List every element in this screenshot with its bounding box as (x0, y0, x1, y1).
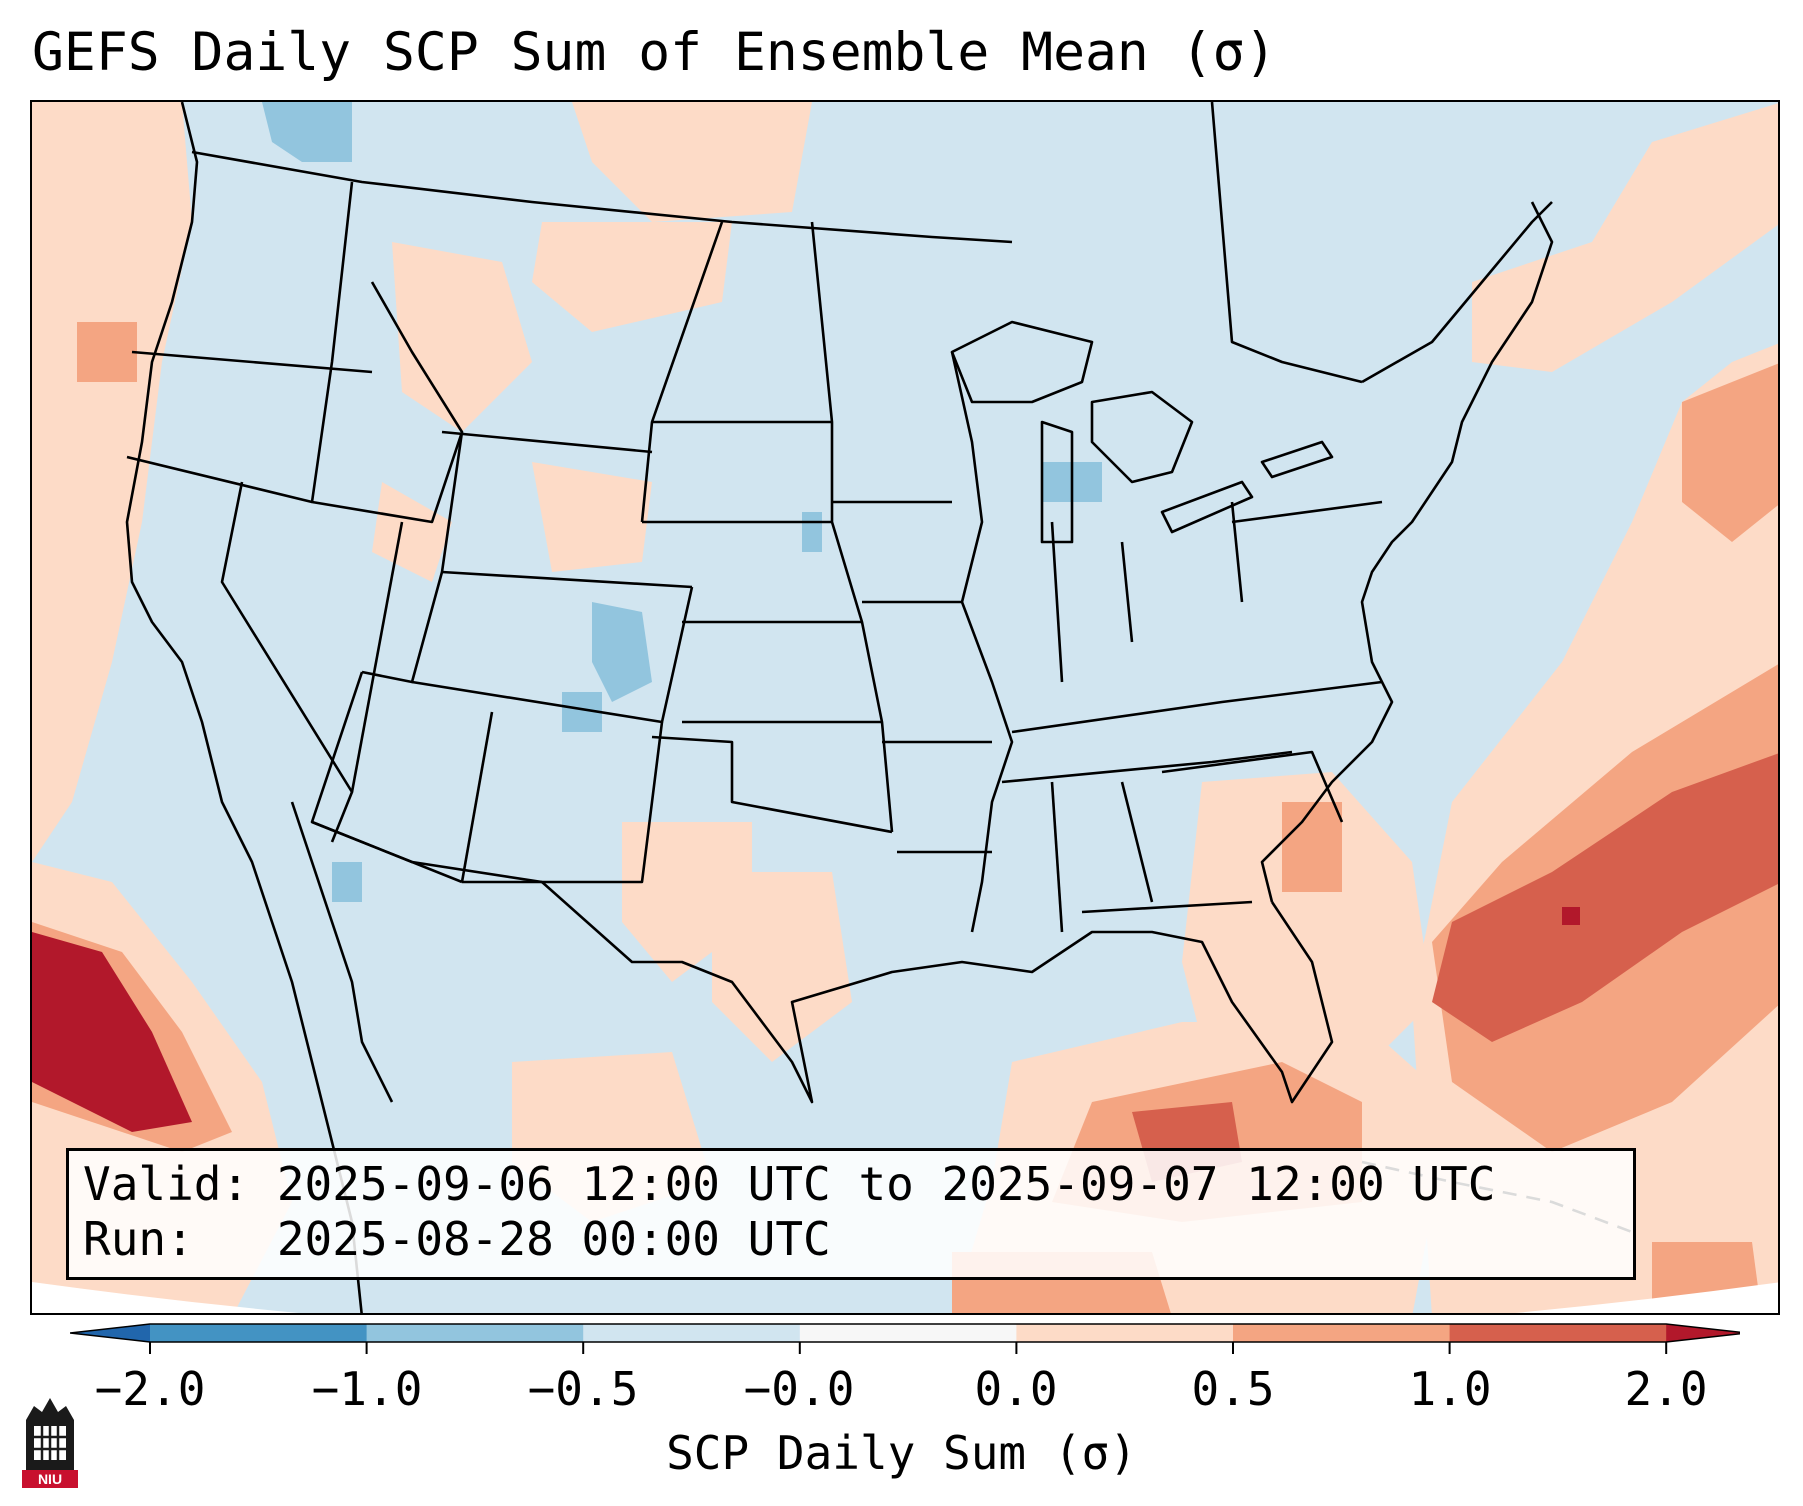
map-panel (30, 100, 1780, 1315)
colorbar (70, 1323, 1740, 1354)
colorbar-tick-1: −1.0 (311, 1362, 423, 1416)
ky-tn-border (1011, 680, 1383, 734)
shade-canada-prairie (572, 102, 812, 222)
nc-sc-border (1161, 750, 1344, 823)
atlantic-coastline (1260, 201, 1554, 903)
colorbar-segment (1449, 1324, 1667, 1342)
st-lawrence (1361, 201, 1553, 384)
shade-atlantic-red (1432, 753, 1778, 1042)
colorbar-segment (366, 1324, 584, 1342)
gulf-coastline (541, 881, 1334, 1104)
shade-pacific-nw (32, 102, 192, 862)
ok-tx-border (651, 735, 893, 834)
chart-title: GEFS Daily SCP Sum of Ensemble Mean (σ) (32, 22, 1277, 83)
shade-nebraska-blue (802, 512, 822, 552)
logo-text: NIU (38, 1471, 62, 1487)
colorbar-tick-4: 0.0 (974, 1362, 1058, 1416)
ga-fl-border (1081, 900, 1253, 914)
colorbar-label: SCP Daily Sum (σ) (666, 1426, 1137, 1480)
mississippi-river (950, 351, 1014, 933)
colorbar-segment (799, 1324, 1017, 1342)
projection-edge (32, 1282, 1778, 1313)
baja-peninsula (290, 801, 394, 1103)
wy-co-border (441, 570, 693, 589)
us-mexico-border (311, 820, 543, 884)
lake-michigan (1040, 420, 1074, 544)
colorbar-tick-5: 0.5 (1191, 1362, 1275, 1416)
colorbar-tick-0: −2.0 (94, 1362, 206, 1416)
shade-ga-spot (1282, 802, 1342, 892)
colorbar-segment (150, 1324, 368, 1342)
shade-quebec (1472, 103, 1778, 372)
in-oh-border (1120, 541, 1134, 643)
university-tower-icon: NIU (22, 1398, 78, 1488)
shade-colorado-blue (592, 602, 652, 702)
colorbar-tick-2: −0.5 (527, 1362, 639, 1416)
shade-oregon-spot (77, 322, 137, 382)
colorbar-tick-6: 1.0 (1408, 1362, 1492, 1416)
shade-texas (712, 872, 852, 1062)
colorbar-segment (1016, 1324, 1234, 1342)
shade-montana (532, 222, 732, 332)
colorbar-segments (70, 1323, 1740, 1354)
nm-tx-border (462, 721, 664, 884)
shade-pacific-red (32, 932, 192, 1132)
colorbar-extend-high (1666, 1324, 1740, 1342)
shade-new-england (1682, 363, 1778, 542)
id-border (310, 181, 464, 524)
shade-bc-blue (262, 102, 352, 162)
co-nm-border (411, 586, 694, 724)
colorbar-segment (1233, 1324, 1451, 1342)
shade-utah (372, 482, 452, 582)
colorbar-extend-low (70, 1324, 150, 1342)
ut-co-border (361, 431, 464, 684)
or-ca-border (126, 455, 313, 504)
lake-huron (1090, 390, 1194, 484)
mt-wy-border (441, 430, 653, 454)
mt-dakota-border (640, 221, 724, 523)
az-ca-border (310, 671, 463, 884)
map-canvas (32, 102, 1778, 1313)
colorbar-tick-7: 2.0 (1624, 1362, 1708, 1416)
al-ga-border (1120, 781, 1154, 903)
plains-east (810, 221, 894, 833)
az-nm-border (460, 711, 494, 883)
shade-baja-blue (332, 862, 362, 902)
anomaly-shading (32, 102, 1778, 1313)
valid-run-info-box: Valid: 2025-09-06 12:00 UTC to 2025-09-0… (66, 1148, 1636, 1280)
shade-idaho (392, 242, 532, 432)
lake-superior (950, 320, 1094, 404)
tn-south-border (1001, 750, 1293, 784)
pacific-coastline (125, 102, 363, 1313)
oh-pa-border (1230, 501, 1244, 603)
shade-atlantic-max (1562, 907, 1580, 925)
lake-erie (1160, 480, 1254, 534)
valid-time-line: Valid: 2025-09-06 12:00 UTC to 2025-09-0… (83, 1157, 1496, 1211)
ms-al-border (1050, 781, 1064, 933)
wa-or-border (131, 350, 373, 374)
shade-wyoming (532, 462, 652, 572)
ca-nv-border (220, 481, 354, 843)
nv-ut-border (350, 521, 404, 793)
colorbar-tick-3: −0.0 (743, 1362, 855, 1416)
canada-us-border (191, 150, 1013, 244)
colorbar-segment (583, 1324, 801, 1342)
pa-ny-border (1231, 500, 1383, 524)
lake-ontario (1260, 440, 1334, 479)
state-and-country-borders (125, 102, 1633, 1313)
run-time-line: Run: 2025-08-28 00:00 UTC (83, 1212, 831, 1266)
il-in-border (1050, 521, 1064, 683)
hudson-bay-coast (1210, 102, 1363, 384)
